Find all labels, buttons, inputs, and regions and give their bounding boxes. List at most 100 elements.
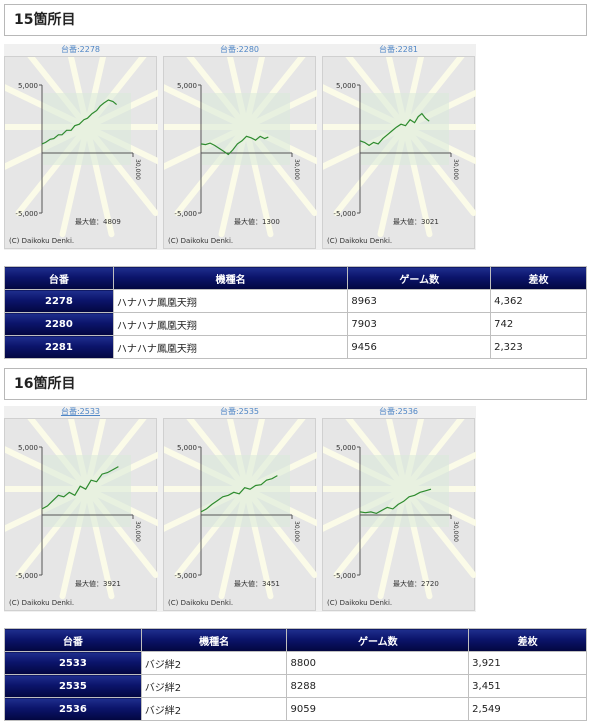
table-row: 2278 ハナハナ鳳凰天翔 8963 4,362 [4, 289, 587, 313]
machine-number-link[interactable]: 台番:2281 [378, 45, 419, 54]
x-max-label: 30,000 [452, 521, 459, 542]
cell-model: ハナハナ鳳凰天翔 [112, 289, 349, 313]
table-row: 2533 バジ絆2 8800 3,921 [4, 651, 587, 675]
table-row: 2280 ハナハナ鳳凰天翔 7903 742 [4, 312, 587, 336]
x-max-label: 30,000 [134, 159, 141, 180]
x-max-label: 30,000 [452, 159, 459, 180]
col-header-diff: 差枚 [490, 266, 587, 290]
col-header-number: 台番 [4, 628, 142, 652]
cell-games: 8288 [286, 674, 470, 698]
max-value-label: 最大値：3451 [234, 579, 280, 588]
table-row: 2535 バジ絆2 8288 3,451 [4, 674, 587, 698]
y-max-label: 5,000 [336, 82, 356, 90]
section-title: 15箇所目 [4, 4, 587, 36]
background-panel [43, 93, 131, 165]
machine-number-link[interactable]: 台番:2536 [378, 407, 419, 416]
table-header-row: 台番 機種名 ゲーム数 差枚 [4, 266, 587, 290]
cell-model: バジ絆2 [140, 697, 288, 721]
y-max-label: 5,000 [177, 444, 197, 452]
graph-svg: 5,000 -5,000 30,000 最大値：2720 (C) Daikoku Den… [323, 419, 476, 607]
y-min-label: -5,000 [15, 572, 38, 580]
machine-table: 台番 機種名 ゲーム数 差枚 2278 ハナハナ鳳凰天翔 8963 4,362 … [4, 266, 587, 359]
max-value-label: 最大値：1300 [234, 217, 280, 226]
machine-number-link[interactable]: 台番:2535 [219, 407, 260, 416]
graph-svg: 5,000 -5,000 30,000 最大値：3921 (C) Daikoku Den… [5, 419, 158, 607]
cell-number: 2281 [4, 335, 114, 359]
y-min-label: -5,000 [333, 572, 356, 580]
cell-games: 8963 [347, 289, 492, 313]
y-max-label: 5,000 [336, 444, 356, 452]
cell-number: 2278 [4, 289, 114, 313]
copyright-label: (C) Daikoku Denki. [327, 599, 392, 607]
background-panel [43, 455, 131, 527]
background-panel [202, 93, 290, 165]
table-row: 2281 ハナハナ鳳凰天翔 9456 2,323 [4, 335, 587, 359]
x-max-label: 30,000 [134, 521, 141, 542]
y-min-label: -5,000 [333, 210, 356, 218]
graph-strip: 台番:2278 5,000 -5,000 30,000 最大値：4809 (C) Dai… [4, 44, 476, 250]
cell-model: ハナハナ鳳凰天翔 [112, 335, 349, 359]
background-panel [361, 455, 449, 527]
slump-graph[interactable]: 台番:2280 5,000 -5,000 30,000 最大値：1300 (C) Dai… [163, 44, 317, 250]
cell-number: 2535 [4, 674, 142, 698]
slump-line [359, 488, 432, 515]
cell-diff: 4,362 [490, 289, 587, 313]
graph-panel: 5,000 -5,000 30,000 最大値：3451 (C) Daikoku Den… [163, 418, 317, 611]
y-min-label: -5,000 [174, 572, 197, 580]
copyright-label: (C) Daikoku Denki. [168, 237, 233, 245]
y-min-label: -5,000 [15, 210, 38, 218]
graph-svg: 5,000 -5,000 30,000 最大値：1300 (C) Daikoku Den… [164, 57, 317, 245]
machine-number-link[interactable]: 台番:2278 [60, 45, 101, 54]
cell-diff: 3,921 [468, 651, 587, 675]
col-header-model: 機種名 [112, 266, 349, 290]
table-header-row: 台番 機種名 ゲーム数 差枚 [4, 628, 587, 652]
y-min-label: -5,000 [174, 210, 197, 218]
machine-table: 台番 機種名 ゲーム数 差枚 2533 バジ絆2 8800 3,921 2535… [4, 628, 587, 721]
x-max-label: 30,000 [293, 521, 300, 542]
max-value-label: 最大値：3921 [75, 579, 121, 588]
cell-number: 2536 [4, 697, 142, 721]
slump-graph[interactable]: 台番:2535 5,000 -5,000 30,000 最大値：3451 (C) Dai… [163, 406, 317, 612]
max-value-label: 最大値：3021 [393, 217, 439, 226]
section-title: 16箇所目 [4, 368, 587, 400]
max-value-label: 最大値：2720 [393, 579, 439, 588]
slump-line [359, 112, 430, 147]
col-header-model: 機種名 [140, 628, 288, 652]
graph-svg: 5,000 -5,000 30,000 最大値：3021 (C) Daikoku Den… [323, 57, 476, 245]
slump-line [200, 135, 269, 156]
copyright-label: (C) Daikoku Denki. [9, 599, 74, 607]
cell-diff: 3,451 [468, 674, 587, 698]
graph-panel: 5,000 -5,000 30,000 最大値：3021 (C) Daikoku Den… [322, 56, 476, 249]
background-panel [202, 455, 290, 527]
graph-strip: 台番:2533 5,000 -5,000 30,000 最大値：3921 (C) Dai… [4, 406, 476, 612]
machine-number-link[interactable]: 台番:2280 [219, 45, 260, 54]
graph-svg: 5,000 -5,000 30,000 最大値：4809 (C) Daikoku Den… [5, 57, 158, 245]
x-max-label: 30,000 [293, 159, 300, 180]
cell-number: 2533 [4, 651, 142, 675]
graph-svg: 5,000 -5,000 30,000 最大値：3451 (C) Daikoku Den… [164, 419, 317, 607]
cell-model: バジ絆2 [140, 674, 288, 698]
col-header-diff: 差枚 [468, 628, 587, 652]
cell-number: 2280 [4, 312, 114, 336]
y-max-label: 5,000 [18, 444, 38, 452]
cell-games: 7903 [347, 312, 492, 336]
cell-games: 9456 [347, 335, 492, 359]
cell-diff: 2,323 [490, 335, 587, 359]
slump-graph[interactable]: 台番:2533 5,000 -5,000 30,000 最大値：3921 (C) Dai… [4, 406, 158, 612]
cell-diff: 2,549 [468, 697, 587, 721]
graph-panel: 5,000 -5,000 30,000 最大値：1300 (C) Daikoku Den… [163, 56, 317, 249]
copyright-label: (C) Daikoku Denki. [9, 237, 74, 245]
slump-graph[interactable]: 台番:2281 5,000 -5,000 30,000 最大値：3021 (C) Dai… [322, 44, 476, 250]
cell-games: 8800 [286, 651, 470, 675]
machine-number-link[interactable]: 台番:2533 [60, 407, 101, 416]
col-header-games: ゲーム数 [286, 628, 470, 652]
slump-graph[interactable]: 台番:2536 5,000 -5,000 30,000 最大値：2720 (C) Dai… [322, 406, 476, 612]
slump-line [200, 475, 278, 513]
y-max-label: 5,000 [18, 82, 38, 90]
cell-model: ハナハナ鳳凰天翔 [112, 312, 349, 336]
slump-line [41, 99, 117, 145]
slump-line [41, 466, 119, 510]
slump-graph[interactable]: 台番:2278 5,000 -5,000 30,000 最大値：4809 (C) Dai… [4, 44, 158, 250]
cell-games: 9059 [286, 697, 470, 721]
max-value-label: 最大値：4809 [75, 217, 121, 226]
